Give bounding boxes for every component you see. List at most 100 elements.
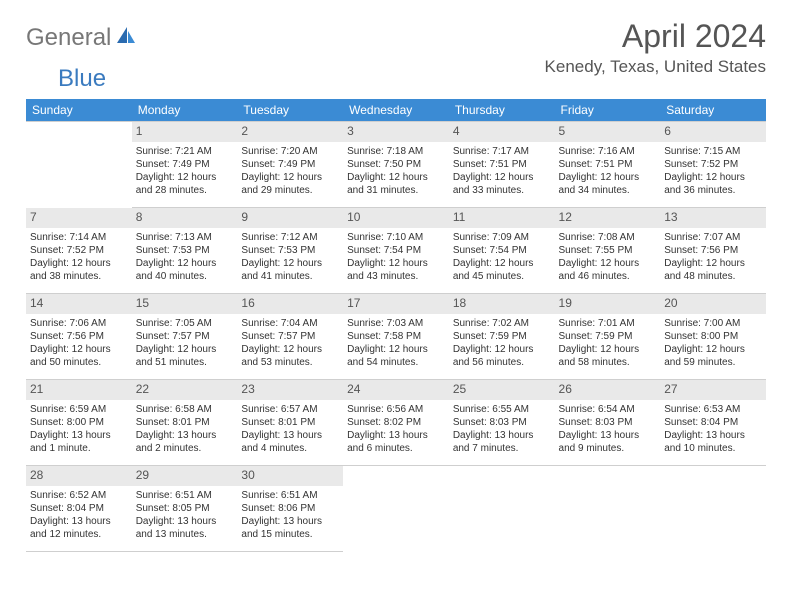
calendar-row: 1Sunrise: 7:21 AMSunset: 7:49 PMDaylight… — [26, 122, 766, 208]
day-number: 16 — [237, 294, 343, 314]
day-number: 5 — [555, 122, 661, 142]
cell-text: Sunset: 8:00 PM — [30, 416, 128, 429]
cell-text: Sunrise: 6:55 AM — [453, 403, 551, 416]
cell-text: Sunrise: 7:01 AM — [559, 317, 657, 330]
calendar-row: 21Sunrise: 6:59 AMSunset: 8:00 PMDayligh… — [26, 380, 766, 466]
cell-text: Daylight: 12 hours and 45 minutes. — [453, 257, 551, 283]
calendar-head: SundayMondayTuesdayWednesdayThursdayFrid… — [26, 99, 766, 122]
logo-text-blue: Blue — [58, 65, 106, 93]
cell-text: Sunset: 7:57 PM — [136, 330, 234, 343]
calendar-body: 1Sunrise: 7:21 AMSunset: 7:49 PMDaylight… — [26, 122, 766, 552]
cell-text: Sunset: 7:54 PM — [347, 244, 445, 257]
cell-text: Sunrise: 7:07 AM — [664, 231, 762, 244]
cell-text: Sunset: 8:06 PM — [241, 502, 339, 515]
cell-text: Sunset: 7:50 PM — [347, 158, 445, 171]
cell-text: Daylight: 12 hours and 59 minutes. — [664, 343, 762, 369]
cell-text: Daylight: 12 hours and 58 minutes. — [559, 343, 657, 369]
day-number: 8 — [132, 208, 238, 228]
day-header: Thursday — [449, 99, 555, 122]
calendar-cell — [343, 466, 449, 552]
calendar-cell — [26, 122, 132, 208]
cell-text: Sunrise: 6:53 AM — [664, 403, 762, 416]
cell-text: Sunrise: 7:12 AM — [241, 231, 339, 244]
cell-text: Daylight: 12 hours and 56 minutes. — [453, 343, 551, 369]
cell-text: Daylight: 13 hours and 2 minutes. — [136, 429, 234, 455]
calendar-cell: 13Sunrise: 7:07 AMSunset: 7:56 PMDayligh… — [660, 208, 766, 294]
calendar-cell: 4Sunrise: 7:17 AMSunset: 7:51 PMDaylight… — [449, 122, 555, 208]
calendar-cell: 7Sunrise: 7:14 AMSunset: 7:52 PMDaylight… — [26, 208, 132, 294]
calendar-cell: 6Sunrise: 7:15 AMSunset: 7:52 PMDaylight… — [660, 122, 766, 208]
cell-text: Daylight: 12 hours and 48 minutes. — [664, 257, 762, 283]
calendar-cell: 23Sunrise: 6:57 AMSunset: 8:01 PMDayligh… — [237, 380, 343, 466]
day-number: 3 — [343, 122, 449, 142]
cell-text: Daylight: 13 hours and 7 minutes. — [453, 429, 551, 455]
logo-text-general: General — [26, 24, 111, 52]
cell-text: Sunrise: 6:56 AM — [347, 403, 445, 416]
calendar-row: 28Sunrise: 6:52 AMSunset: 8:04 PMDayligh… — [26, 466, 766, 552]
calendar-cell — [449, 466, 555, 552]
cell-text: Sunset: 7:51 PM — [453, 158, 551, 171]
calendar-cell: 12Sunrise: 7:08 AMSunset: 7:55 PMDayligh… — [555, 208, 661, 294]
calendar-cell: 26Sunrise: 6:54 AMSunset: 8:03 PMDayligh… — [555, 380, 661, 466]
calendar-cell: 8Sunrise: 7:13 AMSunset: 7:53 PMDaylight… — [132, 208, 238, 294]
cell-text: Sunrise: 6:58 AM — [136, 403, 234, 416]
day-number: 7 — [26, 208, 132, 228]
calendar-cell: 28Sunrise: 6:52 AMSunset: 8:04 PMDayligh… — [26, 466, 132, 552]
calendar-cell: 2Sunrise: 7:20 AMSunset: 7:49 PMDaylight… — [237, 122, 343, 208]
day-number — [26, 122, 132, 142]
day-number: 18 — [449, 294, 555, 314]
day-number: 21 — [26, 380, 132, 400]
day-number: 28 — [26, 466, 132, 486]
cell-text: Daylight: 12 hours and 51 minutes. — [136, 343, 234, 369]
cell-text: Sunset: 7:49 PM — [136, 158, 234, 171]
day-number — [660, 466, 766, 486]
day-number: 26 — [555, 380, 661, 400]
logo: General — [26, 18, 139, 52]
cell-text: Sunrise: 7:02 AM — [453, 317, 551, 330]
calendar-cell — [660, 466, 766, 552]
cell-text: Sunset: 8:03 PM — [559, 416, 657, 429]
cell-text: Daylight: 13 hours and 4 minutes. — [241, 429, 339, 455]
day-number: 17 — [343, 294, 449, 314]
day-number — [449, 466, 555, 486]
cell-text: Daylight: 12 hours and 29 minutes. — [241, 171, 339, 197]
calendar-cell: 5Sunrise: 7:16 AMSunset: 7:51 PMDaylight… — [555, 122, 661, 208]
cell-text: Sunrise: 7:09 AM — [453, 231, 551, 244]
cell-text: Sunrise: 7:20 AM — [241, 145, 339, 158]
cell-text: Sunset: 8:01 PM — [241, 416, 339, 429]
cell-text: Daylight: 12 hours and 31 minutes. — [347, 171, 445, 197]
day-number: 13 — [660, 208, 766, 228]
cell-text: Sunset: 7:59 PM — [559, 330, 657, 343]
day-header: Saturday — [660, 99, 766, 122]
calendar-cell: 20Sunrise: 7:00 AMSunset: 8:00 PMDayligh… — [660, 294, 766, 380]
cell-text: Daylight: 12 hours and 54 minutes. — [347, 343, 445, 369]
day-number: 9 — [237, 208, 343, 228]
day-number: 14 — [26, 294, 132, 314]
cell-text: Sunset: 8:03 PM — [453, 416, 551, 429]
cell-text: Daylight: 13 hours and 6 minutes. — [347, 429, 445, 455]
calendar-cell: 10Sunrise: 7:10 AMSunset: 7:54 PMDayligh… — [343, 208, 449, 294]
day-number — [555, 466, 661, 486]
cell-text: Sunset: 8:01 PM — [136, 416, 234, 429]
cell-text: Daylight: 12 hours and 28 minutes. — [136, 171, 234, 197]
day-header: Sunday — [26, 99, 132, 122]
cell-text: Sunrise: 7:03 AM — [347, 317, 445, 330]
cell-text: Daylight: 12 hours and 46 minutes. — [559, 257, 657, 283]
calendar-cell: 24Sunrise: 6:56 AMSunset: 8:02 PMDayligh… — [343, 380, 449, 466]
calendar-cell: 22Sunrise: 6:58 AMSunset: 8:01 PMDayligh… — [132, 380, 238, 466]
day-number: 11 — [449, 208, 555, 228]
cell-text: Daylight: 12 hours and 50 minutes. — [30, 343, 128, 369]
cell-text: Sunrise: 7:18 AM — [347, 145, 445, 158]
logo-sail-icon — [113, 24, 137, 52]
calendar-cell: 18Sunrise: 7:02 AMSunset: 7:59 PMDayligh… — [449, 294, 555, 380]
cell-text: Daylight: 12 hours and 41 minutes. — [241, 257, 339, 283]
cell-text: Sunrise: 6:57 AM — [241, 403, 339, 416]
cell-text: Daylight: 12 hours and 36 minutes. — [664, 171, 762, 197]
calendar-cell: 30Sunrise: 6:51 AMSunset: 8:06 PMDayligh… — [237, 466, 343, 552]
cell-text: Sunrise: 6:54 AM — [559, 403, 657, 416]
cell-text: Daylight: 13 hours and 1 minute. — [30, 429, 128, 455]
cell-text: Daylight: 13 hours and 12 minutes. — [30, 515, 128, 541]
calendar-cell: 9Sunrise: 7:12 AMSunset: 7:53 PMDaylight… — [237, 208, 343, 294]
cell-text: Sunrise: 7:16 AM — [559, 145, 657, 158]
cell-text: Sunrise: 6:51 AM — [136, 489, 234, 502]
